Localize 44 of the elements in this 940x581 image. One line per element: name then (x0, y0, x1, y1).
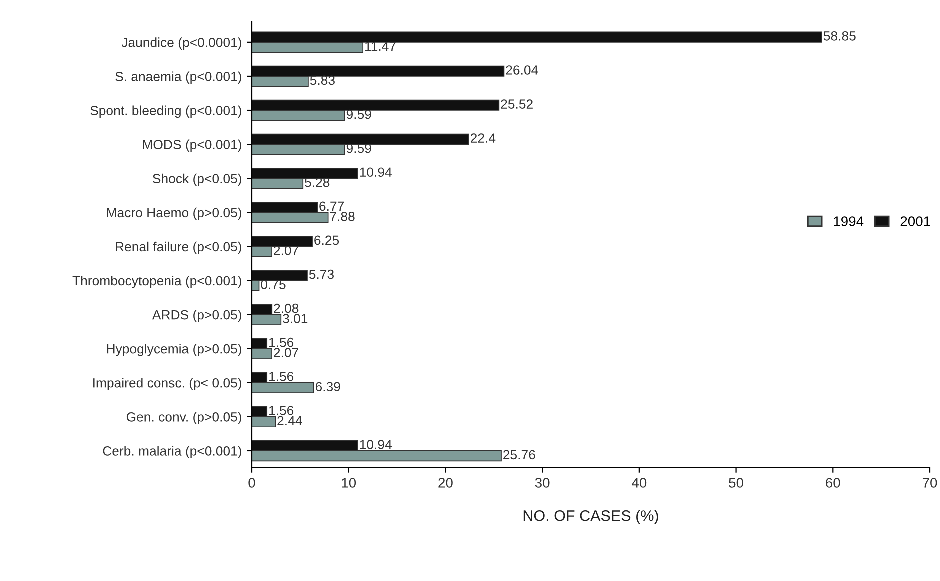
x-tick-label: 30 (535, 478, 550, 488)
y-tick-label: Hypoglycemia (p>0.05) (107, 344, 242, 356)
data-label: 2.08 (274, 304, 299, 314)
y-tick-label: Jaundice (p<0.0001) (122, 38, 242, 50)
data-label: 9.59 (346, 110, 372, 120)
y-tick-label: Shock (p<0.05) (153, 174, 242, 186)
x-axis-title: NO. OF CASES (%) (524, 510, 658, 524)
data-label: 26.04 (506, 66, 538, 75)
x-tick-label: 50 (729, 478, 744, 488)
data-label: 6.25 (314, 236, 340, 246)
data-label: 25.76 (504, 450, 536, 460)
x-tick-label: 40 (632, 478, 647, 488)
data-label: 6.39 (316, 382, 340, 392)
data-label: 58.85 (824, 32, 856, 41)
y-tick-label: Renal failure (p<0.05) (116, 242, 242, 254)
data-label: 22.4 (471, 134, 496, 143)
legend-label: 1994 (834, 216, 864, 226)
data-label: 7.88 (330, 212, 355, 222)
legend-label: 2001 (900, 216, 930, 226)
x-tick-label: 70 (922, 478, 938, 488)
y-tick-label: ARDS (p>0.05) (152, 310, 242, 322)
data-label: 1.56 (270, 338, 294, 348)
y-tick-label: Spont. bleeding (p<0.001) (90, 106, 242, 118)
data-label: 3.01 (283, 314, 308, 324)
y-tick-label: Thrombocytopenia (p<0.001) (72, 276, 242, 288)
data-label: 25.52 (501, 100, 533, 109)
data-label: 2.07 (274, 348, 298, 358)
y-tick-label: Impaired consc. (p< 0.05) (94, 378, 242, 390)
data-label: 1.56 (270, 406, 294, 416)
data-label: 2.44 (278, 416, 302, 426)
x-tick-label: 10 (342, 478, 356, 488)
data-label: 1.56 (270, 372, 294, 382)
data-label: 10.94 (360, 168, 392, 178)
x-tick-label: 0 (248, 478, 256, 488)
y-tick-label: Gen. conv. (p>0.05) (126, 412, 242, 424)
y-tick-label: S. anaemia (p<0.001) (116, 72, 242, 84)
data-label: 5.73 (309, 270, 334, 280)
y-tick-label: MODS (p<0.001) (143, 140, 242, 152)
data-label: 10.94 (360, 440, 392, 450)
y-tick-label: Macro Haemo (p>0.05) (107, 208, 242, 220)
data-label: 6.77 (320, 202, 344, 212)
x-tick-label: 60 (826, 478, 840, 488)
x-tick-label: 20 (438, 478, 453, 488)
y-tick-label: Cerb. malaria (p<0.001) (103, 446, 242, 458)
